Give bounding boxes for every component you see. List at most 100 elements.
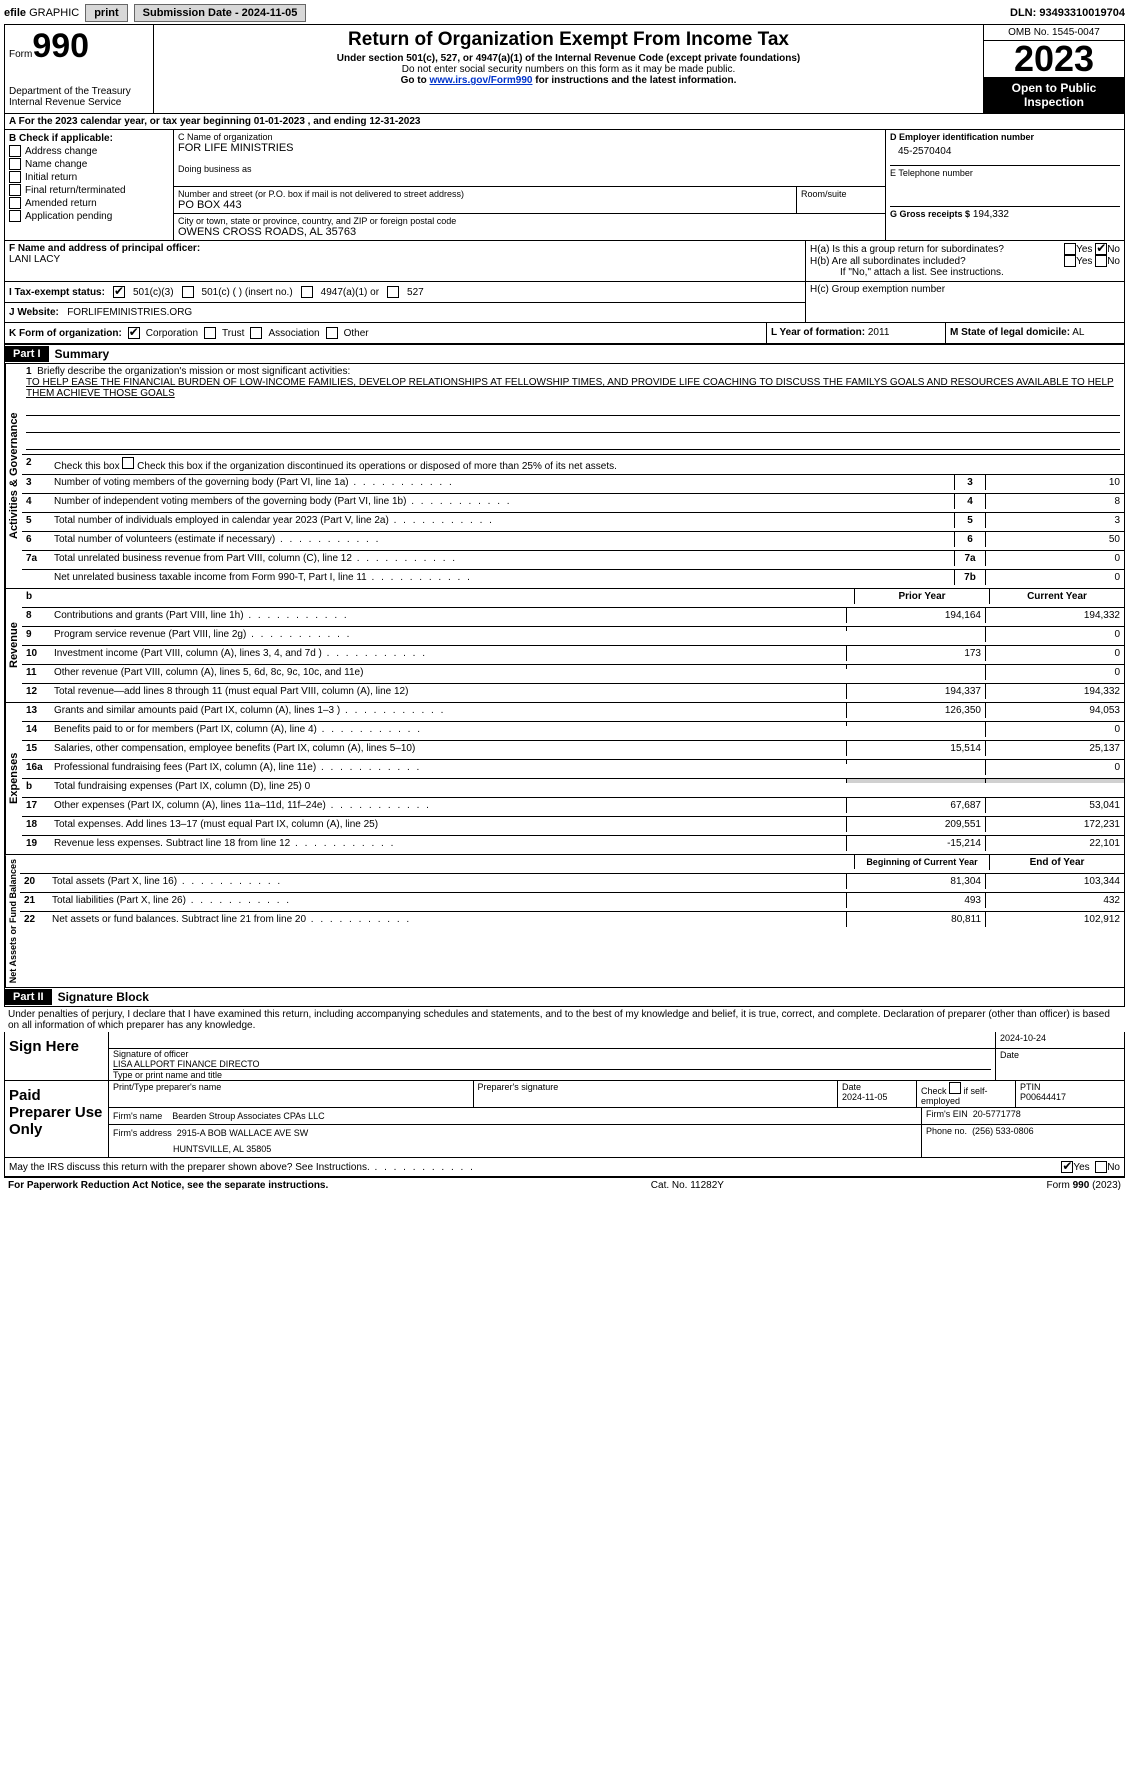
signature-section: Sign Here 2024-10-24 Signature of office…: [4, 1032, 1125, 1178]
prep-name-label: Print/Type preparer's name: [109, 1081, 474, 1107]
box-d: D Employer identification number 45-2570…: [886, 130, 1124, 240]
firm-addr-label: Firm's address: [113, 1128, 172, 1138]
l17p: 67,687: [846, 798, 985, 813]
gross-value: 194,332: [973, 209, 1009, 220]
form-ref: Form 990 (2023): [1047, 1180, 1121, 1191]
addr-label: Number and street (or P.O. box if mail i…: [178, 189, 792, 199]
mission-text: TO HELP EASE THE FINANCIAL BURDEN OF LOW…: [26, 377, 1120, 399]
sign-here-label: Sign Here: [5, 1032, 109, 1080]
revenue-section: Revenue bPrior YearCurrent Year 8Contrib…: [5, 589, 1124, 703]
ha-no-check[interactable]: [1095, 243, 1107, 255]
app-pending-check[interactable]: [9, 210, 21, 222]
firm-city-value: HUNTSVILLE, AL 35805: [113, 1138, 917, 1154]
l6-value: 50: [985, 532, 1124, 547]
firm-phone-value: (256) 533-0806: [972, 1126, 1034, 1136]
l11p: [846, 665, 985, 669]
l10c: 0: [985, 646, 1124, 661]
trust-check[interactable]: [204, 327, 216, 339]
corp-check[interactable]: [128, 327, 140, 339]
submission-date-button[interactable]: Submission Date - 2024-11-05: [134, 4, 307, 22]
expenses-section: Expenses 13Grants and similar amounts pa…: [5, 703, 1124, 855]
l22-text: Net assets or fund balances. Subtract li…: [50, 912, 846, 927]
l16bp: [846, 779, 985, 783]
l20c: 103,344: [985, 874, 1124, 889]
ha-yes-check[interactable]: [1064, 243, 1076, 255]
501c-check[interactable]: [182, 286, 194, 298]
l2-text: Check this box Check this box if the org…: [52, 455, 1124, 474]
hb-yes-check[interactable]: [1064, 255, 1076, 267]
l16b-text: Total fundraising expenses (Part IX, col…: [52, 779, 846, 794]
l17c: 53,041: [985, 798, 1124, 813]
l2-check[interactable]: [122, 457, 134, 469]
box-b: B Check if applicable: Address change Na…: [5, 130, 174, 240]
l10p: 173: [846, 646, 985, 661]
self-employed-check[interactable]: [949, 1082, 961, 1094]
form-header: Form990 Department of the Treasury Inter…: [5, 25, 1124, 114]
l8p: 194,164: [846, 608, 985, 623]
irs-label: Internal Revenue Service: [9, 97, 149, 108]
527-check[interactable]: [387, 286, 399, 298]
l14c: 0: [985, 722, 1124, 737]
efile-label: efile GRAPHIC: [4, 7, 79, 19]
paid-preparer-label: Paid Preparer Use Only: [5, 1081, 109, 1157]
l16ap: [846, 760, 985, 764]
4947-check[interactable]: [301, 286, 313, 298]
l7a-text: Total unrelated business revenue from Pa…: [52, 551, 954, 566]
domicile-state: AL: [1072, 327, 1084, 338]
l8-text: Contributions and grants (Part VIII, lin…: [52, 608, 846, 623]
final-return-check[interactable]: [9, 184, 21, 196]
l9p: [846, 627, 985, 631]
part2-header-row: Part II Signature Block: [5, 987, 1124, 1006]
l9c: 0: [985, 627, 1124, 642]
prep-date-label: Date: [842, 1082, 912, 1092]
date-label: Date: [995, 1049, 1124, 1080]
form-warning: Do not enter social security numbers on …: [160, 64, 977, 75]
self-employed-label: Check if self-employed: [917, 1081, 1016, 1107]
initial-return-check[interactable]: [9, 171, 21, 183]
org-name: FOR LIFE MINISTRIES: [178, 142, 881, 154]
website-value: FORLIFEMINISTRIES.ORG: [67, 307, 192, 318]
box-b-label: B Check if applicable:: [9, 133, 169, 144]
print-button[interactable]: print: [85, 4, 127, 22]
goto-line: Go to www.irs.gov/Form990 for instructio…: [160, 75, 977, 86]
tax-year: 2023: [984, 41, 1124, 77]
l11-text: Other revenue (Part VIII, column (A), li…: [52, 665, 846, 680]
l15p: 15,514: [846, 741, 985, 756]
officer-name: LANI LACY: [9, 254, 801, 265]
discuss-label: May the IRS discuss this return with the…: [9, 1162, 1061, 1173]
irs-link[interactable]: www.irs.gov/Form990: [429, 75, 532, 86]
l7b-text: Net unrelated business taxable income fr…: [52, 570, 954, 585]
ha-label: H(a) Is this a group return for subordin…: [810, 244, 1064, 255]
firm-ein-value: 20-5771778: [973, 1109, 1021, 1119]
l3-value: 10: [985, 475, 1124, 490]
end-year-header: End of Year: [989, 855, 1124, 870]
prior-year-header: Prior Year: [854, 589, 989, 604]
name-change-check[interactable]: [9, 158, 21, 170]
hb-no-check[interactable]: [1095, 255, 1107, 267]
l20-text: Total assets (Part X, line 16): [50, 874, 846, 889]
l18c: 172,231: [985, 817, 1124, 832]
type-name-label: Type or print name and title: [113, 1070, 991, 1080]
ptin-value: P00644417: [1020, 1092, 1120, 1102]
other-check[interactable]: [326, 327, 338, 339]
header-right: OMB No. 1545-0047 2023 Open to Public In…: [983, 25, 1124, 113]
l1-label: Briefly describe the organization's miss…: [37, 366, 350, 377]
l20p: 81,304: [846, 874, 985, 889]
form-word: Form: [9, 49, 32, 60]
header-left: Form990 Department of the Treasury Inter…: [5, 25, 154, 113]
addr-change-check[interactable]: [9, 145, 21, 157]
discuss-yes-check[interactable]: [1061, 1161, 1073, 1173]
box-hc: H(c) Group exemption number: [806, 282, 1124, 322]
assoc-check[interactable]: [250, 327, 262, 339]
firm-name-label: Firm's name: [113, 1111, 162, 1121]
pra-notice: For Paperwork Reduction Act Notice, see …: [8, 1180, 328, 1191]
open-public-badge: Open to Public Inspection: [984, 77, 1124, 113]
dln-label: DLN: 93493310019704: [1010, 7, 1125, 19]
officer-name-value: LISA ALLPORT FINANCE DIRECTO: [113, 1059, 991, 1070]
prep-sig-label: Preparer's signature: [474, 1081, 839, 1107]
l15-text: Salaries, other compensation, employee b…: [52, 741, 846, 756]
amended-return-check[interactable]: [9, 197, 21, 209]
box-l-label: L Year of formation:: [771, 327, 865, 338]
501c3-check[interactable]: [113, 286, 125, 298]
discuss-no-check[interactable]: [1095, 1161, 1107, 1173]
